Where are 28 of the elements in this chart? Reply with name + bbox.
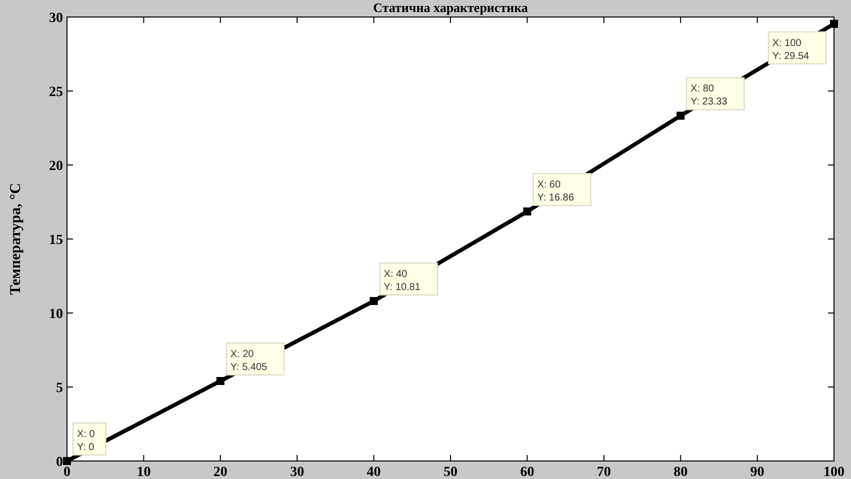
x-tick-label: 90: [750, 465, 764, 479]
annotation: X: 0 Y: 0: [77, 429, 96, 453]
point: [216, 377, 224, 386]
annotation: X: 100 Y: 29.54: [772, 38, 810, 62]
y-tick-label: 25: [49, 85, 63, 100]
annotation: X: 20 Y: 5.405: [230, 349, 268, 374]
x-tick-label: 70: [596, 465, 611, 479]
annotation: X: 80 Y: 23.33: [690, 84, 728, 108]
y-tick-label: 5: [56, 381, 63, 396]
x-tick-label: 60: [520, 465, 534, 479]
x-tick-label: 100: [824, 465, 844, 479]
y-tick-label: 10: [49, 307, 63, 322]
point: [523, 207, 532, 216]
x-tick-label: 20: [213, 465, 228, 479]
y-tick-label: 15: [49, 233, 63, 248]
x-tick-label: 50: [444, 465, 458, 479]
annotation: X: 60 Y: 16.86: [537, 179, 574, 204]
y-tick-label: 20: [49, 159, 63, 174]
x-tick-label: 30: [290, 465, 304, 479]
annotation: X: 40 Y: 10.81: [384, 269, 421, 294]
chart-title: Статична характеристика: [373, 0, 528, 15]
x-tick-label: 40: [366, 465, 381, 479]
y-axis-title: Температура, °C: [8, 183, 24, 295]
point: [676, 112, 685, 120]
x-tick-label: 80: [674, 465, 688, 479]
x-tick-label: 10: [136, 465, 151, 479]
point: [370, 297, 378, 306]
y-tick-label: 30: [49, 11, 63, 26]
